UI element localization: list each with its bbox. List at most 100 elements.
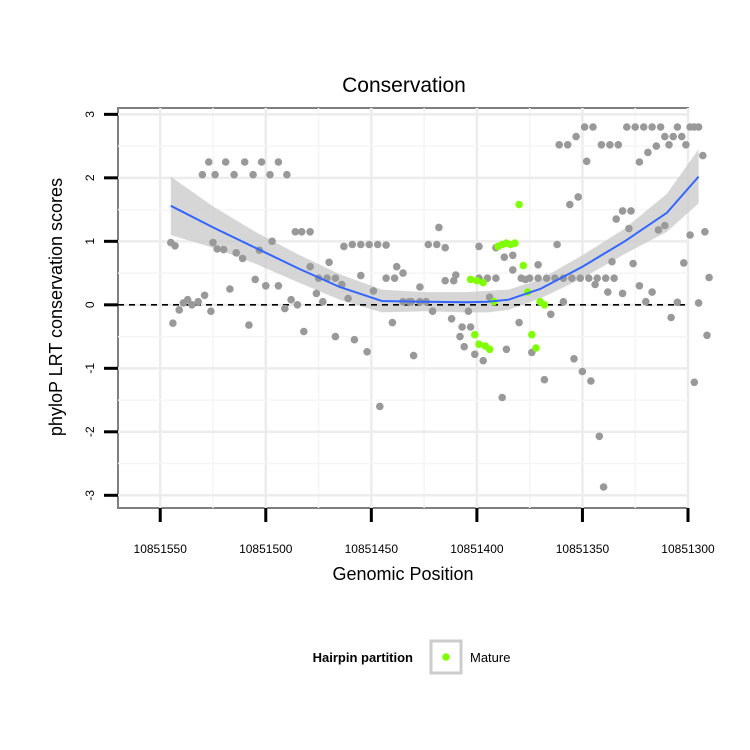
other-point bbox=[293, 301, 302, 309]
mature-point bbox=[473, 276, 481, 285]
other-point bbox=[357, 240, 365, 249]
other-point bbox=[517, 274, 525, 283]
other-point bbox=[631, 123, 639, 131]
other-point bbox=[466, 323, 475, 331]
other-point bbox=[428, 307, 437, 316]
other-point bbox=[644, 148, 652, 157]
other-point bbox=[525, 274, 534, 283]
other-point bbox=[652, 142, 661, 150]
other-point bbox=[226, 285, 234, 293]
other-point bbox=[283, 170, 291, 179]
other-point bbox=[456, 332, 464, 341]
other-point bbox=[213, 245, 221, 253]
other-point bbox=[515, 318, 523, 327]
confidence-ribbon-layer bbox=[170, 149, 699, 313]
other-point bbox=[274, 158, 283, 166]
other-point bbox=[599, 483, 608, 491]
other-point bbox=[447, 315, 456, 323]
axes-layer: 10851550 10851500 10851450 10851400 10851350… bbox=[83, 111, 715, 556]
other-point bbox=[639, 123, 648, 131]
other-point bbox=[534, 274, 542, 283]
other-point bbox=[306, 262, 314, 271]
mature-point bbox=[511, 239, 519, 247]
other-point bbox=[376, 402, 384, 411]
other-point bbox=[542, 274, 551, 283]
other-point bbox=[240, 158, 249, 166]
other-point bbox=[572, 132, 580, 141]
other-point bbox=[498, 393, 507, 402]
other-point bbox=[690, 378, 699, 387]
confidence-ribbon bbox=[170, 149, 699, 313]
other-point bbox=[205, 158, 213, 166]
other-point bbox=[194, 297, 202, 306]
other-point bbox=[399, 269, 407, 277]
other-point bbox=[471, 350, 479, 359]
other-point bbox=[589, 123, 597, 131]
legend-mature-label: Mature bbox=[470, 650, 510, 665]
other-point bbox=[612, 215, 620, 223]
mature-point bbox=[479, 278, 488, 287]
other-point bbox=[209, 238, 217, 247]
other-point bbox=[219, 245, 228, 254]
other-point bbox=[625, 224, 633, 233]
other-point bbox=[534, 261, 542, 269]
mature-point bbox=[471, 330, 479, 339]
other-point bbox=[648, 123, 656, 131]
other-point bbox=[207, 307, 215, 316]
other-point bbox=[175, 306, 183, 314]
other-point bbox=[661, 221, 669, 230]
other-point bbox=[591, 280, 599, 289]
other-point bbox=[694, 299, 703, 307]
other-point bbox=[198, 170, 207, 179]
other-point bbox=[635, 158, 644, 166]
mature-point bbox=[519, 261, 528, 270]
other-point bbox=[610, 274, 618, 283]
other-point bbox=[601, 274, 610, 283]
mature-point bbox=[475, 340, 483, 349]
other-point bbox=[441, 276, 450, 285]
other-point bbox=[274, 282, 283, 290]
other-point bbox=[703, 331, 711, 340]
other-point bbox=[627, 207, 635, 215]
other-point bbox=[699, 151, 707, 160]
legend-title: Hairpin partition bbox=[313, 650, 413, 665]
other-point bbox=[331, 332, 340, 341]
other-point bbox=[597, 141, 606, 149]
other-point bbox=[553, 240, 561, 249]
other-point bbox=[200, 291, 209, 300]
mature-point bbox=[466, 275, 475, 284]
other-point bbox=[673, 298, 682, 307]
other-point bbox=[667, 313, 675, 322]
other-point bbox=[245, 321, 253, 329]
smooth-trend-line bbox=[170, 175, 700, 304]
other-point bbox=[705, 273, 713, 282]
other-point bbox=[547, 310, 555, 319]
other-point bbox=[475, 242, 483, 251]
other-point bbox=[568, 274, 576, 283]
y-tick-label: 3 bbox=[83, 111, 97, 118]
x-tick-label: 10851300 bbox=[661, 542, 715, 556]
y-tick-label: -3 bbox=[83, 490, 97, 501]
mature-point bbox=[528, 330, 536, 339]
other-point bbox=[578, 367, 587, 376]
other-point bbox=[287, 295, 295, 304]
other-point bbox=[211, 170, 219, 179]
other-point bbox=[183, 295, 192, 304]
other-point bbox=[479, 356, 488, 365]
other-point bbox=[251, 275, 259, 284]
other-point bbox=[350, 335, 359, 344]
other-point bbox=[492, 274, 500, 283]
other-point bbox=[390, 274, 399, 283]
other-point bbox=[500, 253, 509, 261]
other-point bbox=[570, 355, 578, 363]
other-point bbox=[690, 123, 699, 131]
other-point bbox=[673, 123, 682, 131]
y-tick-label: -2 bbox=[83, 426, 97, 437]
other-point bbox=[449, 276, 458, 285]
other-point bbox=[680, 259, 688, 267]
x-tick-label: 10851400 bbox=[450, 542, 504, 556]
y-tick-label: 2 bbox=[83, 174, 97, 181]
legend: Hairpin partition Mature bbox=[313, 639, 510, 675]
smooth-line-layer bbox=[170, 175, 700, 304]
